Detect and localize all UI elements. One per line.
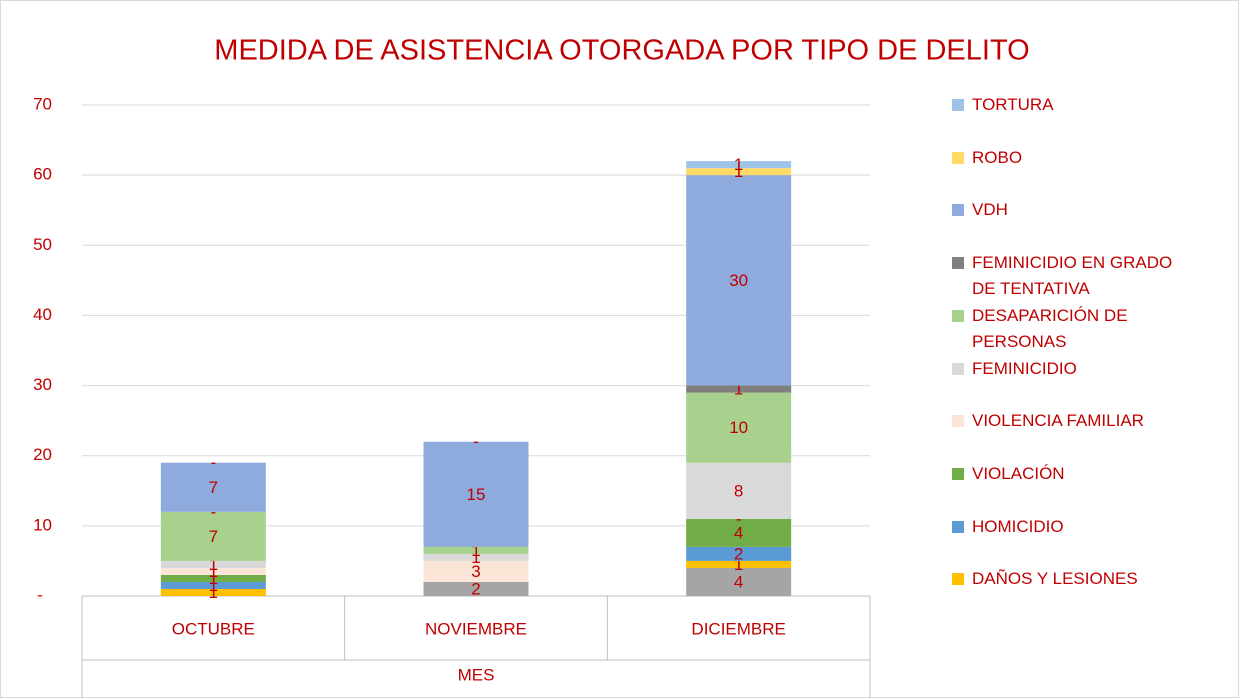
x-tick-label: DICIEMBRE bbox=[691, 619, 785, 638]
legend-item: TORTURA bbox=[952, 92, 1192, 118]
legend-item: HOMICIDIO bbox=[952, 514, 1192, 540]
legend-item: VDH bbox=[952, 197, 1192, 223]
legend-swatch bbox=[952, 520, 964, 533]
bar-segment bbox=[160, 560, 266, 568]
legend-swatch bbox=[952, 309, 964, 322]
legend-swatch bbox=[952, 99, 964, 111]
data-label: 2 bbox=[471, 579, 480, 598]
legend-item: FEMINICIDIO bbox=[952, 356, 1192, 382]
y-tick-label: - bbox=[37, 585, 43, 604]
legend-label: ROBO bbox=[972, 147, 1023, 167]
data-label: 1 bbox=[471, 548, 480, 567]
legend-item: VIOLENCIA FAMILIAR bbox=[952, 408, 1192, 434]
data-label: 1 bbox=[209, 569, 218, 588]
bar-segment bbox=[423, 581, 529, 596]
legend-swatch bbox=[952, 204, 964, 217]
bar-segment bbox=[160, 581, 266, 589]
data-label: 30 bbox=[729, 271, 748, 290]
y-tick-label: 50 bbox=[33, 235, 52, 254]
data-label: 7 bbox=[209, 478, 218, 497]
y-tick-label: 70 bbox=[33, 94, 52, 113]
bar-segment bbox=[160, 511, 266, 561]
x-tick-label: OCTUBRE bbox=[172, 619, 255, 638]
data-label: 4 bbox=[734, 572, 743, 591]
legend-swatch bbox=[952, 151, 964, 164]
legend-label: DAÑOS Y LESIONES bbox=[972, 569, 1138, 589]
legend-swatch bbox=[952, 257, 964, 270]
legend-label: DESAPARICIÓN DE PERSONAS bbox=[972, 305, 1128, 351]
bar-segment bbox=[686, 161, 792, 169]
legend-swatch bbox=[952, 415, 964, 428]
bar-segment bbox=[686, 175, 792, 386]
data-label: 1 bbox=[734, 162, 743, 181]
data-label: 15 bbox=[467, 485, 486, 504]
data-label: 1 bbox=[734, 380, 743, 399]
data-label: - bbox=[210, 453, 216, 472]
y-tick-label: 10 bbox=[33, 515, 52, 534]
bar-segment bbox=[160, 462, 266, 512]
legend-item: DAÑOS Y LESIONES bbox=[952, 566, 1192, 592]
data-label: 2 bbox=[734, 544, 743, 563]
y-tick-label: 30 bbox=[33, 375, 52, 394]
legend-label: TORTURA bbox=[972, 95, 1054, 114]
legend-label: VDH bbox=[972, 200, 1008, 220]
bar-segment bbox=[423, 546, 529, 554]
bar-segment bbox=[686, 392, 792, 463]
legend-item: FEMINICIDIO EN GRADO DE TENTATIVA bbox=[952, 250, 1192, 302]
data-label: 1 bbox=[209, 562, 218, 581]
legend-item: VIOLACIÓN bbox=[952, 461, 1192, 487]
legend-swatch bbox=[952, 573, 964, 586]
bar-segment bbox=[160, 574, 266, 582]
bar-segment bbox=[423, 441, 529, 547]
bar-segment bbox=[686, 518, 792, 547]
chart-title: MEDIDA DE ASISTENCIA OTORGADA POR TIPO D… bbox=[214, 35, 1029, 67]
bar-segment bbox=[423, 553, 529, 561]
x-axis-label: MES bbox=[458, 665, 495, 684]
bar-segment bbox=[686, 462, 792, 519]
legend-item: DESAPARICIÓN DE PERSONAS bbox=[952, 303, 1192, 355]
legend-swatch bbox=[952, 362, 964, 375]
bar-segment bbox=[686, 385, 792, 393]
bar-segment bbox=[686, 567, 792, 596]
data-label: 7 bbox=[209, 527, 218, 546]
data-label: 1 bbox=[209, 576, 218, 595]
legend-label: VIOLENCIA FAMILIAR bbox=[972, 411, 1144, 431]
data-label: - bbox=[473, 432, 479, 451]
data-label: 8 bbox=[734, 481, 743, 500]
bar-segment bbox=[160, 567, 266, 575]
bar-segment bbox=[160, 588, 266, 596]
y-tick-label: 60 bbox=[33, 165, 52, 184]
legend-swatch bbox=[952, 467, 964, 480]
data-label: 4 bbox=[734, 523, 743, 542]
data-label: 3 bbox=[471, 562, 480, 581]
data-label: 10 bbox=[729, 418, 748, 437]
legend-label: FEMINICIDIO EN GRADO DE TENTATIVA bbox=[972, 253, 1173, 299]
data-label: 1 bbox=[471, 541, 480, 560]
y-tick-label: 40 bbox=[33, 305, 52, 324]
legend-label: FEMINICIDIO bbox=[972, 358, 1077, 378]
data-label: 1 bbox=[209, 583, 218, 602]
bar-segment bbox=[686, 168, 792, 176]
data-label: 1 bbox=[734, 155, 743, 174]
y-tick-label: 20 bbox=[33, 445, 52, 464]
x-tick-label: NOVIEMBRE bbox=[425, 619, 527, 638]
legend-item: ROBO bbox=[952, 145, 1192, 171]
data-label: 1 bbox=[209, 555, 218, 574]
legend-label: HOMICIDIO bbox=[972, 516, 1064, 536]
bar-segment bbox=[686, 546, 792, 561]
bar-segment bbox=[423, 560, 529, 582]
data-label: 1 bbox=[734, 555, 743, 574]
bar-segment bbox=[686, 560, 792, 568]
legend-label: VIOLACIÓN bbox=[972, 463, 1065, 483]
